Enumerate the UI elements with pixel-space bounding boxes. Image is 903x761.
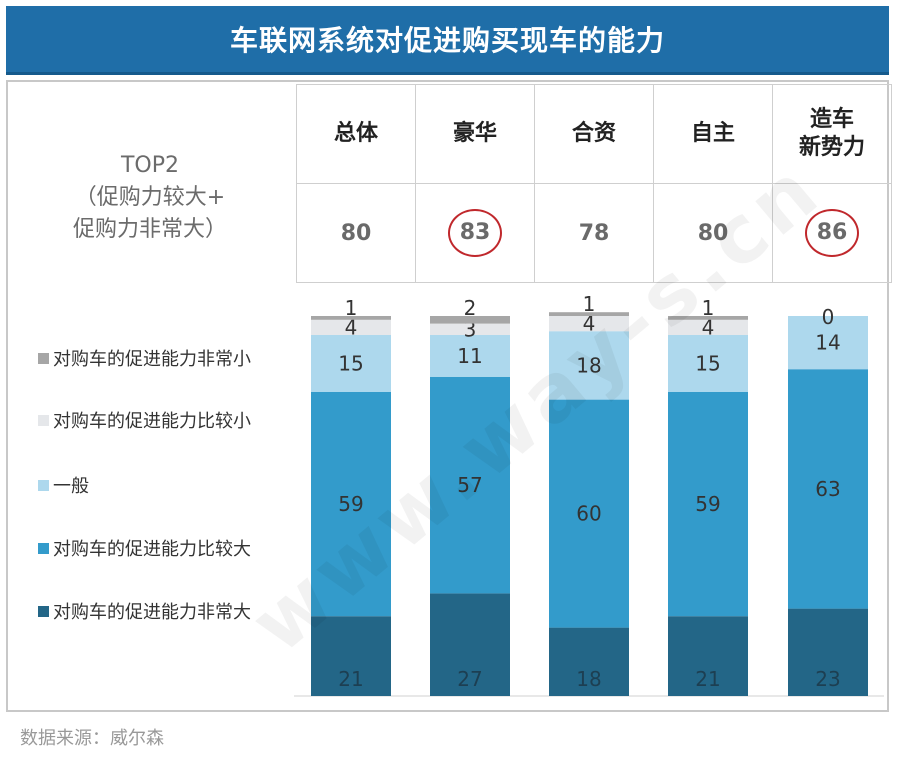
summary-header-row: 总体 豪华 合资 自主 造车 新势力 (296, 84, 892, 184)
highlight-ring: 86 (805, 209, 859, 257)
legend-swatch (38, 352, 49, 364)
summary-table: 总体 豪华 合资 自主 造车 新势力 80 83 78 80 86 (296, 84, 892, 283)
data-label: 60 (576, 502, 601, 526)
bar-segment (668, 616, 748, 696)
bar-segment (430, 316, 510, 324)
data-label: 4 (702, 315, 715, 339)
legend-entry: 对购车的促进能力非常小 (38, 345, 251, 371)
data-label: 1 (345, 296, 358, 320)
legend-entry: 对购车的促进能力比较大 (38, 535, 251, 561)
top2-line2: （促购力较大+ (74, 185, 226, 210)
data-label: 15 (695, 352, 720, 376)
top2-label: TOP2 （促购力较大+ 促购力非常大） (40, 150, 260, 246)
data-label: 15 (338, 352, 363, 376)
top2-value: 80 (296, 183, 416, 283)
summary-value-row: 80 83 78 80 86 (296, 183, 892, 283)
legend-swatch (38, 479, 49, 491)
data-label: 21 (695, 667, 720, 691)
data-label: 23 (815, 667, 840, 691)
legend-swatch (38, 414, 49, 426)
bar-segment (668, 392, 748, 617)
bar-segment (430, 323, 510, 335)
data-label: 18 (576, 667, 601, 691)
data-label: 1 (583, 292, 596, 316)
top2-value: 80 (653, 183, 773, 283)
legend-label: 一般 (53, 476, 89, 497)
title-bar: 车联网系统对促进购买现车的能力 (6, 6, 889, 75)
bar-segment (311, 319, 391, 335)
bar-segment (311, 392, 391, 617)
legend-label: 对购车的促进能力比较大 (53, 539, 251, 560)
chart-frame (6, 80, 889, 712)
top2-value: 83 (415, 183, 535, 283)
data-source: 数据来源：威尔森 (20, 728, 164, 749)
data-label: 2 (464, 296, 477, 320)
data-label: 59 (338, 492, 363, 516)
data-label: 0 (822, 305, 835, 329)
data-label: 21 (338, 667, 363, 691)
bar-segment (788, 369, 868, 609)
top2-value: 78 (534, 183, 654, 283)
bar-segment (668, 319, 748, 335)
data-label: 4 (345, 315, 358, 339)
legend-entry: 对购车的促进能力比较小 (38, 407, 251, 433)
bar-segment (549, 312, 629, 316)
highlight-ring: 83 (448, 209, 502, 257)
top2-value: 86 (772, 183, 892, 283)
bar-segment (549, 316, 629, 332)
bar-segment (549, 331, 629, 400)
data-label: 4 (583, 312, 596, 336)
bar-segment (430, 335, 510, 377)
bar-segment (788, 608, 868, 696)
legend-entry: 对购车的促进能力非常大 (38, 598, 251, 624)
column-header: 合资 (534, 84, 654, 184)
data-label: 1 (702, 296, 715, 320)
bar-segment (668, 335, 748, 392)
legend-entry: 一般 (38, 472, 89, 498)
legend-label: 对购车的促进能力比较小 (53, 411, 251, 432)
bar-segment (668, 316, 748, 320)
data-label: 14 (815, 331, 840, 355)
bar-segment (311, 335, 391, 392)
bar-segment (430, 593, 510, 696)
chart-title: 车联网系统对促进购买现车的能力 (229, 24, 665, 57)
data-label: 59 (695, 492, 720, 516)
data-label: 63 (815, 477, 840, 501)
bar-segment (430, 376, 510, 594)
legend-swatch (38, 542, 49, 554)
legend-label: 对购车的促进能力非常小 (53, 349, 251, 370)
data-label: 18 (576, 353, 601, 377)
bar-segment (788, 316, 868, 370)
column-header: 自主 (653, 84, 773, 184)
data-label: 11 (457, 344, 482, 368)
data-label: 57 (457, 473, 482, 497)
bar-segment (549, 399, 629, 628)
data-label: 27 (457, 667, 482, 691)
bar-segment (311, 616, 391, 696)
top2-line1: TOP2 (120, 153, 180, 178)
top2-line3: 促购力非常大） (72, 217, 227, 242)
legend-label: 对购车的促进能力非常大 (53, 602, 251, 623)
legend-swatch (38, 605, 49, 617)
bar-segment (311, 316, 391, 320)
bar-segment (549, 627, 629, 696)
